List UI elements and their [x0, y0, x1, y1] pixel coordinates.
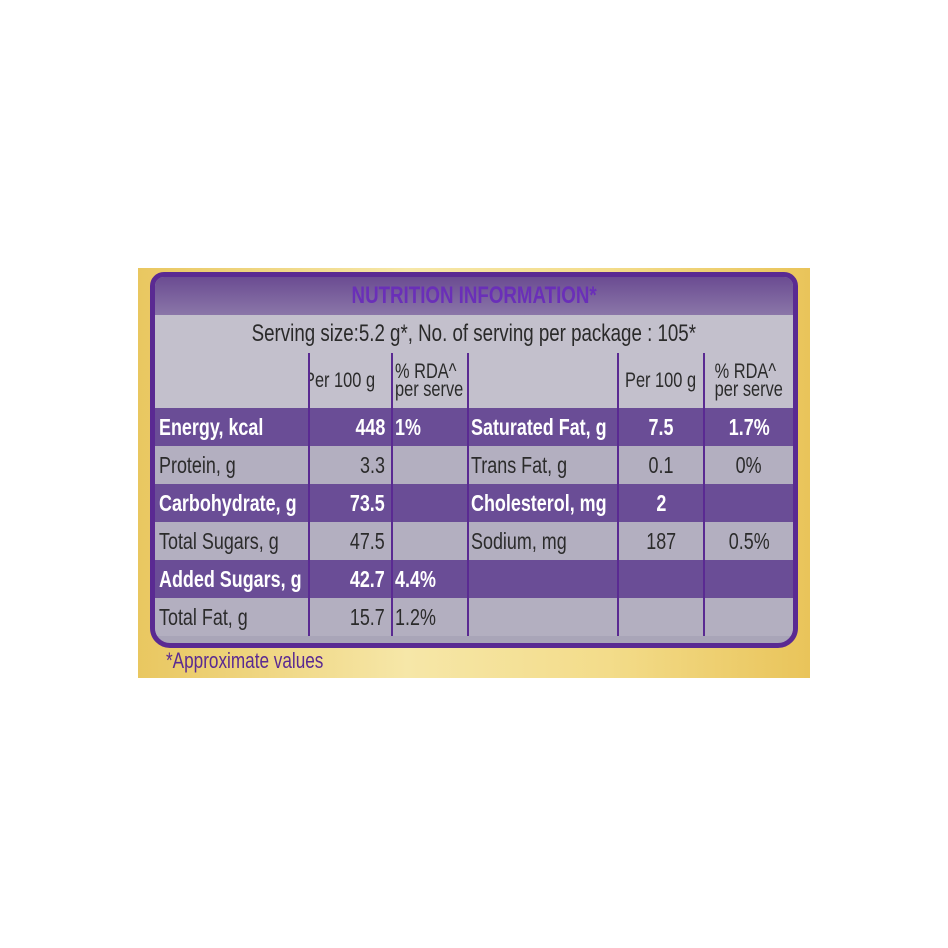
per100-value: 42.7: [350, 565, 385, 592]
header-blank: [469, 353, 619, 408]
nutrient-label: Energy, kcal: [159, 413, 264, 440]
rda-value: 0%: [736, 451, 762, 478]
nutrient-label-cell: Trans Fat, g: [469, 446, 619, 484]
header-rda: % RDA^ per serve: [393, 353, 469, 408]
header-text: % RDA^ per serve: [714, 359, 784, 401]
table-title: NUTRITION INFORMATION*: [155, 277, 793, 315]
per100-value: 2: [656, 489, 666, 516]
rda-value: 1.2%: [395, 603, 436, 630]
rda-value: 4.4%: [395, 565, 436, 592]
nutrition-table: NUTRITION INFORMATION* Serving size:5.2 …: [150, 272, 798, 648]
table-row: Added Sugars, g 42.7 4.4%: [155, 560, 793, 598]
header-per100: Per 100 g: [310, 353, 393, 408]
nutrient-label-cell: Added Sugars, g: [155, 560, 310, 598]
per100-value-cell: 7.5: [619, 408, 705, 446]
nutrient-label-cell: [469, 560, 619, 598]
per100-value-cell: 2: [619, 484, 705, 522]
nutrient-label: Sodium, mg: [471, 527, 567, 554]
nutrient-label: Saturated Fat, g: [471, 413, 607, 440]
nutrient-label-cell: Protein, g: [155, 446, 310, 484]
nutrient-label: Protein, g: [159, 451, 236, 478]
serving-text: Serving size:5.2 g*, No. of serving per …: [251, 320, 697, 347]
per100-value: 47.5: [350, 527, 385, 554]
rda-value: 0.5%: [728, 527, 770, 554]
rda-value-cell: [393, 484, 469, 522]
per100-value-cell: 42.7: [310, 560, 393, 598]
rda-value-cell: 1.2%: [393, 598, 469, 636]
per100-value-cell: 73.5: [310, 484, 393, 522]
rda-value: 1%: [395, 413, 421, 440]
rda-value-cell: 1%: [393, 408, 469, 446]
nutrient-label-cell: [469, 598, 619, 636]
rda-value-cell: [705, 598, 793, 636]
per100-value-cell: 3.3: [310, 446, 393, 484]
nutrient-label-cell: Carbohydrate, g: [155, 484, 310, 522]
nutrient-label: Added Sugars, g: [159, 565, 302, 592]
serving-info: Serving size:5.2 g*, No. of serving per …: [155, 315, 793, 353]
per100-value: 187: [646, 527, 676, 554]
nutrient-label: Cholesterol, mg: [471, 489, 607, 516]
nutrient-label-cell: Total Fat, g: [155, 598, 310, 636]
per100-value-cell: 187: [619, 522, 705, 560]
header-text: Per 100 g: [310, 368, 375, 392]
header-rda: % RDA^ per serve: [705, 353, 793, 408]
rda-value-cell: [393, 446, 469, 484]
table-row: Energy, kcal 448 1% Saturated Fat, g 7.5 1.7%: [155, 408, 793, 446]
rda-value-cell: 1.7%: [705, 408, 793, 446]
header-text: % RDA^ per serve: [395, 359, 464, 401]
nutrient-label-cell: Total Sugars, g: [155, 522, 310, 560]
rda-line1: % RDA^: [714, 359, 777, 383]
header-text: Per 100 g: [625, 368, 697, 392]
per100-value-cell: 15.7: [310, 598, 393, 636]
footnote-text: *Approximate values: [166, 648, 324, 673]
nutrition-label: NUTRITION INFORMATION* Serving size:5.2 …: [138, 268, 810, 678]
rda-value-cell: [705, 484, 793, 522]
per100-value-cell: 448: [310, 408, 393, 446]
table-row: Total Fat, g 15.7 1.2%: [155, 598, 793, 636]
rda-value-cell: 0%: [705, 446, 793, 484]
rda-value-cell: [705, 560, 793, 598]
per100-value: 7.5: [648, 413, 674, 440]
nutrient-label-cell: Cholesterol, mg: [469, 484, 619, 522]
nutrient-label-cell: Saturated Fat, g: [469, 408, 619, 446]
nutrient-label: Total Sugars, g: [159, 527, 279, 554]
per100-value: 0.1: [648, 451, 674, 478]
table-row: Total Sugars, g 47.5 Sodium, mg 187 0.5%: [155, 522, 793, 560]
per100-value: 3.3: [360, 451, 385, 478]
nutrient-label: Trans Fat, g: [471, 451, 568, 478]
per100-value-cell: [619, 560, 705, 598]
rda-line2: per serve: [395, 377, 464, 401]
per100-value: 15.7: [350, 603, 385, 630]
header-blank: [155, 353, 310, 408]
title-text: NUTRITION INFORMATION*: [351, 282, 597, 309]
rda-line1: % RDA^: [395, 359, 457, 383]
rda-value-cell: [393, 522, 469, 560]
rda-line2: per serve: [714, 377, 784, 401]
nutrient-label: Total Fat, g: [159, 603, 248, 630]
header-row: Per 100 g % RDA^ per serve Per 100 g % RD…: [155, 353, 793, 408]
nutrient-label-cell: Sodium, mg: [469, 522, 619, 560]
table-row: Carbohydrate, g 73.5 Cholesterol, mg 2: [155, 484, 793, 522]
header-per100: Per 100 g: [619, 353, 705, 408]
nutrient-label-cell: Energy, kcal: [155, 408, 310, 446]
table-row: Protein, g 3.3 Trans Fat, g 0.1 0%: [155, 446, 793, 484]
rda-value-cell: 4.4%: [393, 560, 469, 598]
per100-value-cell: 47.5: [310, 522, 393, 560]
per100-value: 73.5: [350, 489, 385, 516]
rda-value-cell: 0.5%: [705, 522, 793, 560]
per100-value-cell: [619, 598, 705, 636]
per100-value-cell: 0.1: [619, 446, 705, 484]
per100-value: 448: [355, 413, 385, 440]
nutrient-label: Carbohydrate, g: [159, 489, 297, 516]
footnote: *Approximate values: [166, 648, 368, 674]
rda-value: 1.7%: [728, 413, 770, 440]
